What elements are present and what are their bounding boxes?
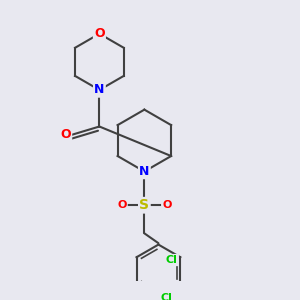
Text: S: S — [140, 198, 149, 212]
Text: O: O — [60, 128, 71, 141]
Text: N: N — [139, 165, 150, 178]
Text: O: O — [94, 27, 105, 40]
Text: O: O — [162, 200, 172, 210]
Text: Cl: Cl — [166, 255, 178, 265]
Text: O: O — [117, 200, 127, 210]
Text: Cl: Cl — [161, 293, 173, 300]
Text: N: N — [94, 83, 105, 97]
